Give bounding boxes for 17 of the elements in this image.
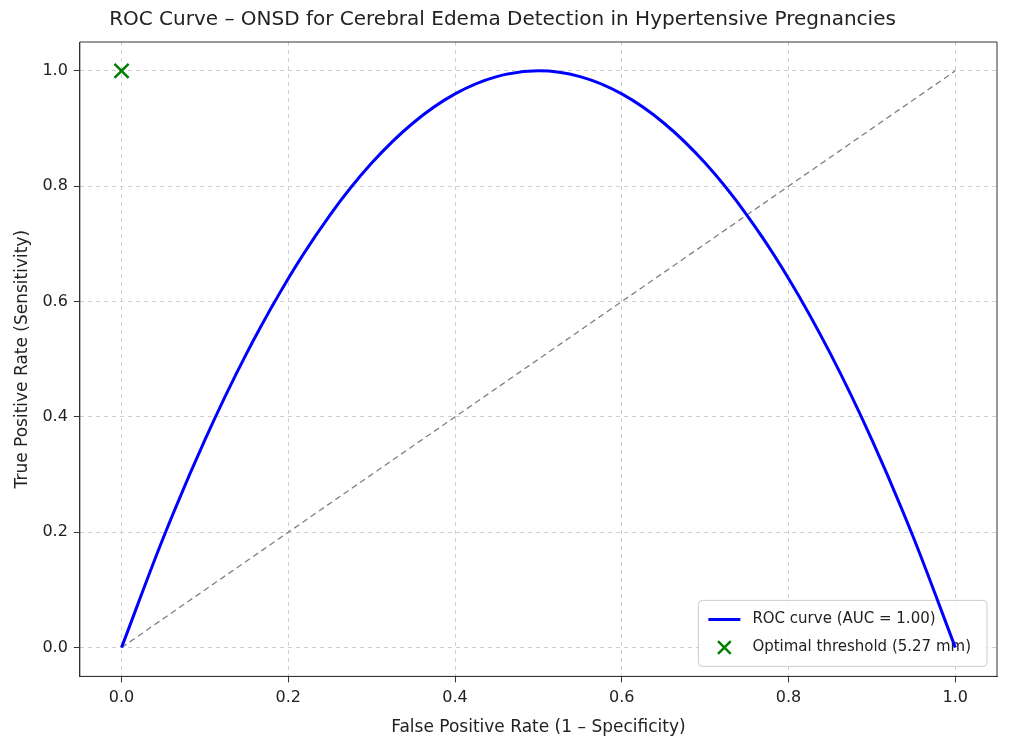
- chart-title: ROC Curve – ONSD for Cerebral Edema Detection in Hypertensive Pregnancies: [109, 6, 896, 31]
- y-tick-label: 0.2: [42, 521, 68, 541]
- y-tick-label: 0.8: [42, 175, 68, 195]
- x-tick-label: 0.8: [775, 687, 802, 707]
- x-tick-label: 1.0: [942, 687, 969, 707]
- y-axis-title: True Positive Rate (Sensitivity): [10, 229, 31, 490]
- x-axis-title: False Positive Rate (1 – Specificity): [391, 716, 686, 737]
- y-tick-label: 0.4: [42, 406, 68, 426]
- x-tick-label: 0.0: [108, 687, 135, 707]
- legend-label: ROC curve (AUC = 1.00): [752, 609, 936, 628]
- x-tick-label: 0.2: [275, 687, 302, 707]
- x-tick-label: 0.6: [609, 687, 635, 707]
- legend-label: Optimal threshold (5.27 mm): [752, 637, 971, 656]
- y-tick-label: 0.0: [42, 636, 68, 656]
- y-tick-label: 1.0: [42, 59, 68, 79]
- y-tick-label: 0.6: [42, 290, 68, 310]
- x-tick-label: 0.4: [442, 687, 468, 707]
